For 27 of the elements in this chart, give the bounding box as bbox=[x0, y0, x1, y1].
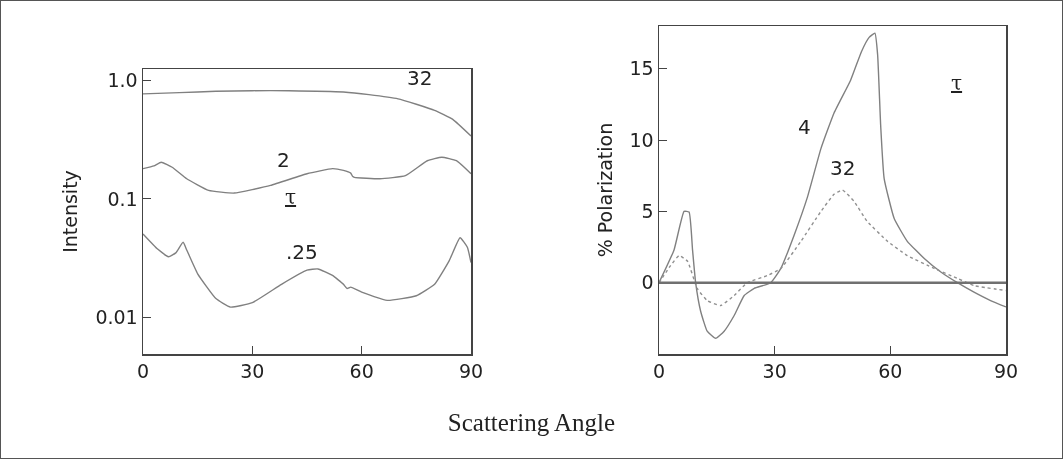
line-series bbox=[143, 233, 471, 308]
y-axis-title: Intensity bbox=[59, 170, 82, 253]
y-tick-label: 15 bbox=[629, 57, 654, 80]
line-series bbox=[659, 32, 1006, 340]
legend-title: τ bbox=[285, 185, 297, 209]
x-tick-label: 30 bbox=[762, 360, 787, 383]
x-tick-label: 30 bbox=[240, 360, 265, 383]
legend-title: τ bbox=[951, 71, 963, 95]
annotation: 2 bbox=[277, 148, 290, 172]
annotation: 32 bbox=[407, 66, 433, 90]
x-tick-label: 90 bbox=[993, 360, 1019, 383]
x-axis-title: Scattering Angle bbox=[446, 409, 617, 437]
y-tick-label: 5 bbox=[641, 200, 654, 223]
y-tick-label: 0 bbox=[641, 271, 654, 294]
line-series bbox=[659, 189, 1006, 307]
y-tick-label: 0.1 bbox=[107, 187, 138, 210]
line-series bbox=[143, 89, 471, 137]
x-tick-label: 60 bbox=[878, 360, 903, 383]
y-tick-label: 1.0 bbox=[107, 69, 138, 92]
annotation: 32 bbox=[830, 156, 856, 180]
y-tick-label: 10 bbox=[629, 128, 654, 151]
annotation: .25 bbox=[286, 240, 318, 264]
y-tick-label: 0.01 bbox=[95, 305, 138, 328]
x-tick-label: 60 bbox=[349, 360, 374, 383]
x-tick-label: 90 bbox=[458, 360, 484, 383]
annotation: 4 bbox=[798, 115, 811, 139]
y-axis-title: % Polarization bbox=[593, 122, 616, 258]
